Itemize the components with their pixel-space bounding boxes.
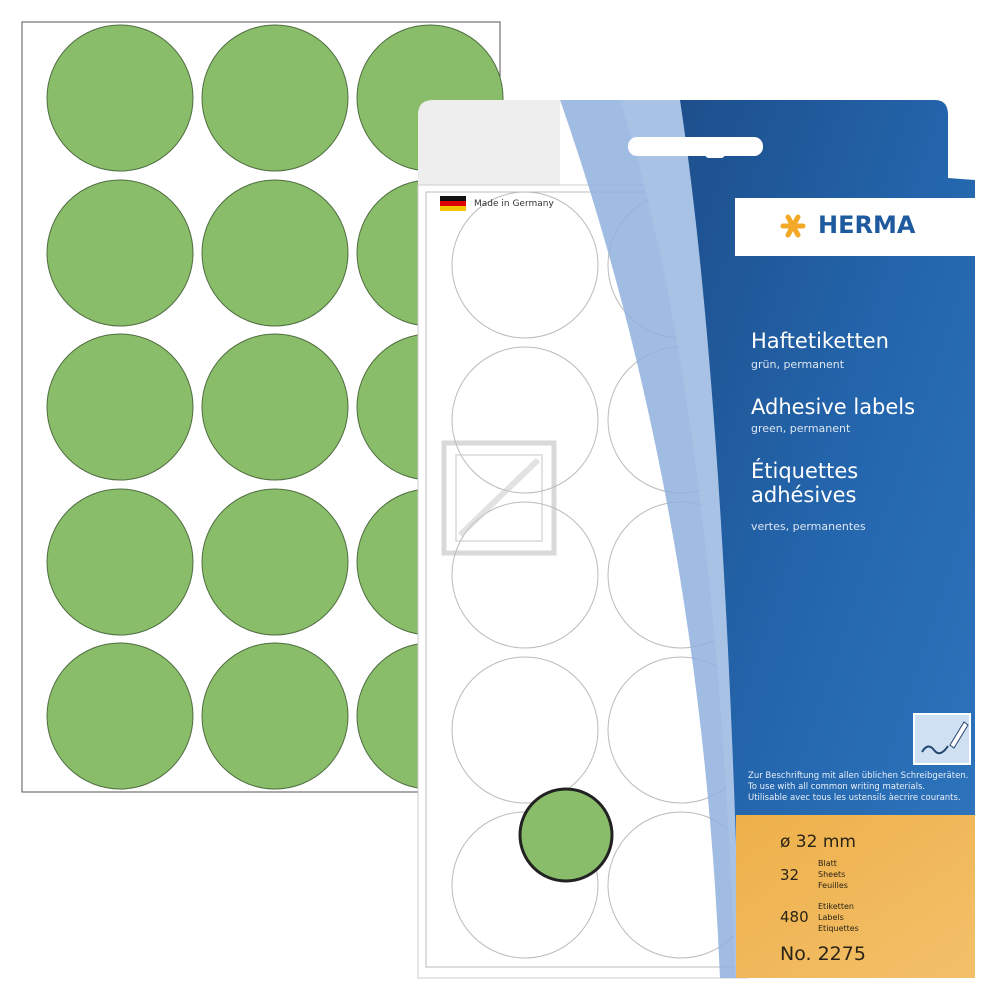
subtitle-en: green, permanent — [751, 422, 851, 435]
green-label — [201, 488, 349, 636]
labels-label: Etiketten Labels Etiquettes — [818, 901, 859, 934]
pen-writing-icon — [913, 713, 971, 765]
green-label — [201, 642, 349, 790]
herma-star-icon — [780, 214, 806, 238]
title-en: Adhesive labels — [751, 395, 916, 419]
made-in-germany: Made in Germany — [474, 199, 554, 209]
blank-label-outline — [451, 501, 599, 649]
writing-note-en: To use with all common writing materials… — [748, 782, 926, 792]
green-label — [201, 24, 349, 172]
labels-label-de: Etiketten — [818, 902, 854, 911]
diameter: ø 32 mm — [780, 832, 856, 852]
german-flag-icon — [440, 196, 466, 211]
green-label — [46, 642, 194, 790]
brand-logo: HERMA — [818, 211, 916, 239]
green-label — [201, 179, 349, 327]
sheets-label: Blatt Sheets Feuilles — [818, 858, 848, 891]
writing-note-de: Zur Beschriftung mit allen üblichen Schr… — [748, 771, 969, 781]
blank-label-outline — [451, 346, 599, 494]
labels-label-en: Labels — [818, 913, 844, 922]
green-label — [46, 24, 194, 172]
blank-label-outline — [451, 191, 599, 339]
green-label-sample — [518, 787, 614, 883]
sheets-count: 32 — [780, 866, 800, 884]
sheets-label-fr: Feuilles — [818, 881, 848, 890]
subtitle-fr: vertes, permanentes — [751, 520, 866, 533]
green-label — [46, 179, 194, 327]
article-number: No. 2275 — [780, 943, 866, 965]
green-label — [201, 333, 349, 481]
watermark-icon — [441, 440, 557, 556]
sheets-label-en: Sheets — [818, 870, 846, 879]
package — [417, 100, 975, 979]
writing-note-fr: Utilisable avec tous les ustensils àecri… — [748, 793, 961, 803]
labels-label-fr: Etiquettes — [818, 924, 859, 933]
green-label — [46, 488, 194, 636]
title-de: Haftetiketten — [751, 329, 889, 353]
labels-count: 480 — [780, 908, 809, 926]
subtitle-de: grün, permanent — [751, 358, 845, 371]
title-fr: Étiquettes adhésives — [751, 459, 859, 507]
blank-label-outline — [451, 656, 599, 804]
hang-hole — [628, 137, 763, 156]
sheets-label-de: Blatt — [818, 859, 837, 868]
green-label — [46, 333, 194, 481]
